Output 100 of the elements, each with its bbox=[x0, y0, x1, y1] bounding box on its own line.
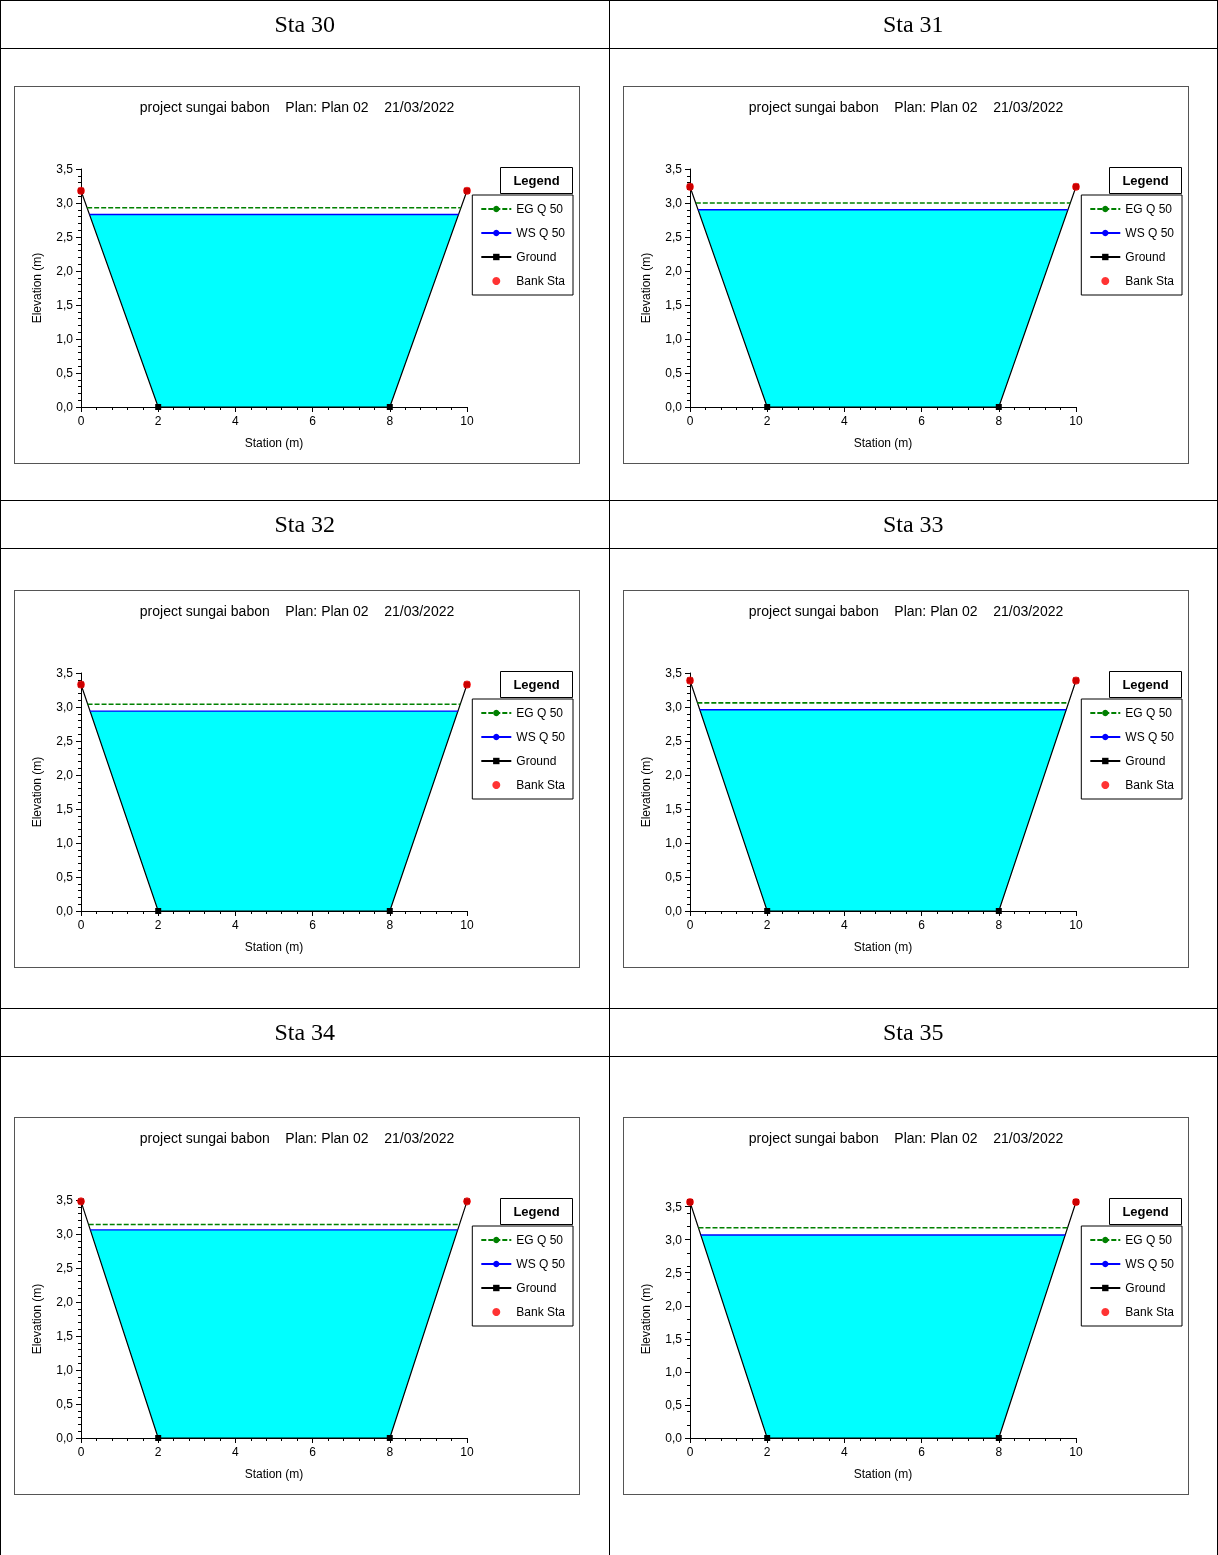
y-tick-label: 0,5 bbox=[664, 869, 682, 884]
x-tick-label: 4 bbox=[232, 917, 240, 932]
y-axis-title: Elevation (m) bbox=[30, 252, 44, 323]
y-tick-label: 2,5 bbox=[56, 1261, 74, 1275]
x-tick-label: 0 bbox=[686, 413, 694, 428]
y-tick-label: 0,0 bbox=[664, 1431, 682, 1445]
x-tick-label: 6 bbox=[309, 413, 317, 428]
chart-subtitle: project sungai babon Plan: Plan 02 21/03/2022 bbox=[748, 602, 1063, 619]
x-tick-label: 6 bbox=[917, 917, 925, 932]
x-tick-label: 10 bbox=[1068, 413, 1083, 428]
legend-label: Ground bbox=[1124, 1281, 1165, 1295]
y-tick-label: 3,5 bbox=[664, 1199, 682, 1214]
x-tick-label: 10 bbox=[460, 1445, 474, 1459]
legend-title: Legend bbox=[513, 1204, 560, 1219]
y-tick-label: 1,0 bbox=[56, 1363, 74, 1377]
x-tick-label: 8 bbox=[386, 1445, 394, 1459]
y-tick-label: 3,0 bbox=[56, 699, 74, 714]
legend-label: Bank Sta bbox=[516, 1305, 566, 1319]
y-tick-label: 3,0 bbox=[56, 195, 74, 210]
legend-label: Bank Sta bbox=[1124, 273, 1174, 288]
y-tick-label: 3,0 bbox=[664, 195, 682, 210]
legend-title: Legend bbox=[1121, 676, 1169, 692]
x-tick-label: 2 bbox=[154, 1445, 162, 1459]
y-tick-label: 2,5 bbox=[664, 733, 682, 748]
x-tick-label: 10 bbox=[1068, 917, 1083, 932]
x-tick-label: 2 bbox=[154, 413, 162, 428]
x-tick-label: 2 bbox=[763, 413, 771, 428]
x-axis-title: Station (m) bbox=[244, 1467, 304, 1481]
x-tick-label: 4 bbox=[232, 413, 240, 428]
y-tick-label: 3,5 bbox=[56, 161, 74, 176]
x-axis-title: Station (m) bbox=[244, 939, 304, 954]
legend-label: EG Q 50 bbox=[1124, 1233, 1172, 1247]
x-tick-label: 2 bbox=[763, 917, 771, 932]
chart-title: Sta 31 bbox=[609, 0, 1218, 49]
chart-subtitle: project sungai babon Plan: Plan 02 21/03/2022 bbox=[748, 1130, 1063, 1146]
y-tick-label: 0,0 bbox=[56, 1431, 74, 1445]
x-tick-label: 0 bbox=[686, 1445, 694, 1459]
y-tick-label: 0,5 bbox=[56, 1397, 74, 1411]
y-tick-label: 0,5 bbox=[56, 365, 74, 380]
legend-title: Legend bbox=[513, 172, 560, 188]
y-tick-label: 3,5 bbox=[56, 665, 74, 680]
y-axis-title: Elevation (m) bbox=[30, 756, 44, 827]
y-tick-label: 2,5 bbox=[56, 733, 74, 748]
y-tick-label: 1,0 bbox=[664, 331, 682, 346]
legend-label: Bank Sta bbox=[516, 777, 566, 792]
legend-title: Legend bbox=[513, 676, 560, 692]
x-tick-label: 8 bbox=[994, 917, 1002, 932]
y-tick-label: 3,5 bbox=[664, 161, 682, 176]
x-tick-label: 10 bbox=[1068, 1445, 1083, 1459]
legend-title: Legend bbox=[1121, 1204, 1169, 1219]
y-tick-label: 1,5 bbox=[56, 1329, 74, 1343]
legend-label: EG Q 50 bbox=[516, 1233, 564, 1247]
y-tick-label: 2,0 bbox=[664, 767, 682, 782]
x-axis-title: Station (m) bbox=[853, 435, 912, 450]
y-tick-label: 2,0 bbox=[56, 767, 74, 782]
y-tick-label: 3,5 bbox=[664, 665, 682, 680]
legend-label: Ground bbox=[516, 249, 557, 264]
chart-subtitle: project sungai babon Plan: Plan 02 21/03/2022 bbox=[748, 98, 1063, 115]
x-tick-label: 0 bbox=[77, 917, 85, 932]
y-tick-label: 0,0 bbox=[664, 903, 682, 918]
legend-label: EG Q 50 bbox=[516, 201, 564, 216]
legend-label: WS Q 50 bbox=[1124, 729, 1174, 744]
chart-title: Sta 33 bbox=[609, 500, 1218, 549]
y-tick-label: 1,5 bbox=[56, 297, 74, 312]
y-tick-label: 1,5 bbox=[56, 801, 74, 816]
y-axis-title: Elevation (m) bbox=[638, 252, 653, 323]
x-tick-label: 8 bbox=[386, 413, 394, 428]
x-tick-label: 10 bbox=[460, 917, 474, 932]
x-axis-title: Station (m) bbox=[853, 1467, 912, 1481]
x-tick-label: 10 bbox=[460, 413, 474, 428]
y-tick-label: 3,0 bbox=[664, 1232, 682, 1247]
legend-label: WS Q 50 bbox=[1124, 225, 1174, 240]
chart-subtitle: project sungai babon Plan: Plan 02 21/03/2022 bbox=[139, 98, 455, 115]
y-axis-title: Elevation (m) bbox=[638, 756, 653, 827]
legend-label: WS Q 50 bbox=[516, 729, 566, 744]
y-tick-label: 2,0 bbox=[664, 1298, 682, 1313]
y-tick-label: 0,5 bbox=[56, 869, 74, 884]
x-tick-label: 8 bbox=[994, 413, 1002, 428]
y-tick-label: 3,0 bbox=[664, 699, 682, 714]
chart-title: Sta 30 bbox=[0, 0, 609, 49]
y-tick-label: 2,5 bbox=[664, 229, 682, 244]
y-axis-title: Elevation (m) bbox=[638, 1283, 653, 1355]
x-tick-label: 4 bbox=[840, 1445, 848, 1459]
chart-title: Sta 32 bbox=[0, 500, 609, 549]
legend-label: EG Q 50 bbox=[1124, 705, 1172, 720]
x-tick-label: 2 bbox=[763, 1445, 771, 1459]
legend-label: Ground bbox=[1124, 753, 1165, 768]
y-tick-label: 1,0 bbox=[56, 331, 74, 346]
legend-label: Bank Sta bbox=[1124, 777, 1174, 792]
y-tick-label: 2,5 bbox=[664, 1265, 682, 1280]
x-tick-label: 8 bbox=[994, 1445, 1002, 1459]
x-tick-label: 6 bbox=[917, 413, 925, 428]
legend-label: WS Q 50 bbox=[1124, 1257, 1174, 1271]
chart-subtitle: project sungai babon Plan: Plan 02 21/03/2022 bbox=[139, 1130, 455, 1146]
x-tick-label: 6 bbox=[309, 917, 317, 932]
legend-label: Bank Sta bbox=[516, 273, 566, 288]
x-tick-label: 2 bbox=[154, 917, 162, 932]
x-tick-label: 8 bbox=[386, 917, 394, 932]
y-tick-label: 2,0 bbox=[56, 1295, 74, 1309]
x-tick-label: 0 bbox=[77, 1445, 85, 1459]
